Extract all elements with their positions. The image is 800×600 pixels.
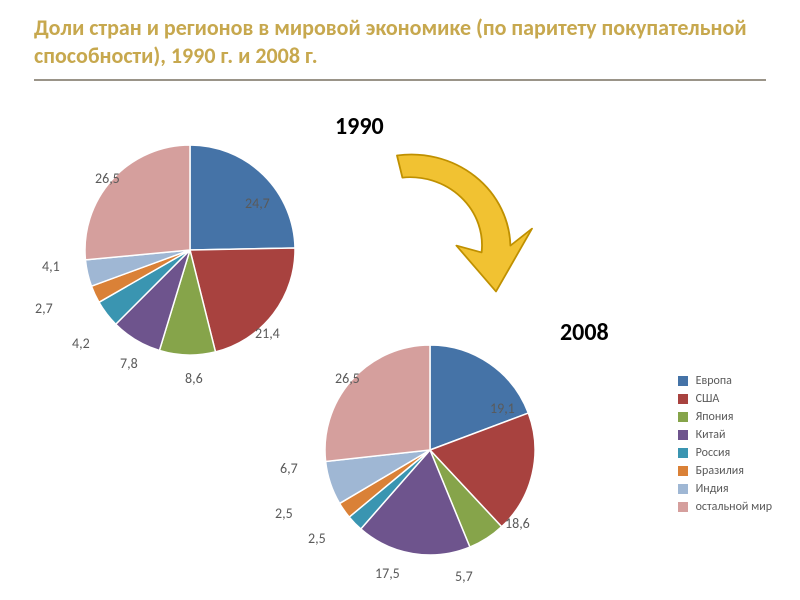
pie2008-label-japan: 5,7 — [455, 568, 473, 585]
legend-item-india: Индия — [678, 482, 772, 496]
slide-title: Доли стран и регионов в мировой экономик… — [34, 14, 766, 69]
legend-item-europe: Европа — [678, 374, 772, 388]
legend-swatch — [678, 376, 688, 386]
legend-swatch — [678, 448, 688, 458]
legend-label: Россия — [696, 446, 731, 460]
pie2008-label-usa: 18,6 — [505, 515, 530, 532]
legend-label: Бразилия — [696, 464, 744, 478]
legend-label: Европа — [696, 374, 732, 388]
transition-arrow-icon — [370, 130, 550, 300]
legend-label: Китай — [696, 428, 726, 442]
chart-area: 1990 2008 ЕвропаСШАЯпонияКитайРоссияБраз… — [0, 110, 800, 580]
pie-slice-europe — [190, 145, 295, 250]
legend-swatch — [678, 394, 688, 404]
pie1990-label-china: 7,8 — [120, 355, 138, 372]
legend-item-rest: остальной мир — [678, 500, 772, 514]
pie2008-label-russia: 2,5 — [308, 530, 326, 547]
legend-swatch — [678, 466, 688, 476]
pie2008-label-china: 17,5 — [375, 565, 400, 582]
pie2008-label-india: 6,7 — [280, 460, 298, 477]
pie1990-label-russia: 4,2 — [72, 335, 90, 352]
slide: Доли стран и регионов в мировой экономик… — [0, 0, 800, 600]
pie-slice-rest — [325, 345, 430, 461]
pie1990-label-japan: 8,6 — [185, 370, 203, 387]
year-label-2008: 2008 — [560, 318, 609, 347]
pie2008-label-rest: 26,5 — [335, 370, 360, 387]
legend-label: остальной мир — [696, 500, 772, 514]
legend-label: США — [696, 392, 720, 406]
legend-swatch — [678, 412, 688, 422]
legend-item-japan: Япония — [678, 410, 772, 424]
pie1990-label-europe: 24,7 — [245, 195, 270, 212]
pie2008-label-europe: 19,1 — [490, 400, 515, 417]
legend-label: Япония — [696, 410, 734, 424]
slide-header: Доли стран и регионов в мировой экономик… — [34, 14, 766, 81]
legend-swatch — [678, 484, 688, 494]
legend-item-usa: США — [678, 392, 772, 406]
legend-item-china: Китай — [678, 428, 772, 442]
title-rule — [34, 79, 766, 81]
legend: Европа США Япония Китай Россия Бразилия Индия о… — [678, 370, 772, 518]
legend-label: Индия — [696, 482, 729, 496]
legend-item-russia: Россия — [678, 446, 772, 460]
pie-slice-rest — [85, 145, 190, 260]
pie1990-label-brazil: 2,7 — [35, 300, 53, 317]
pie1990-label-usa: 21,4 — [255, 325, 280, 342]
pie2008-label-brazil: 2,5 — [275, 505, 293, 522]
pie1990-label-rest: 26,5 — [95, 170, 120, 187]
legend-item-brazil: Бразилия — [678, 464, 772, 478]
pie1990-label-india: 4,1 — [42, 258, 60, 275]
legend-swatch — [678, 430, 688, 440]
legend-swatch — [678, 502, 688, 512]
